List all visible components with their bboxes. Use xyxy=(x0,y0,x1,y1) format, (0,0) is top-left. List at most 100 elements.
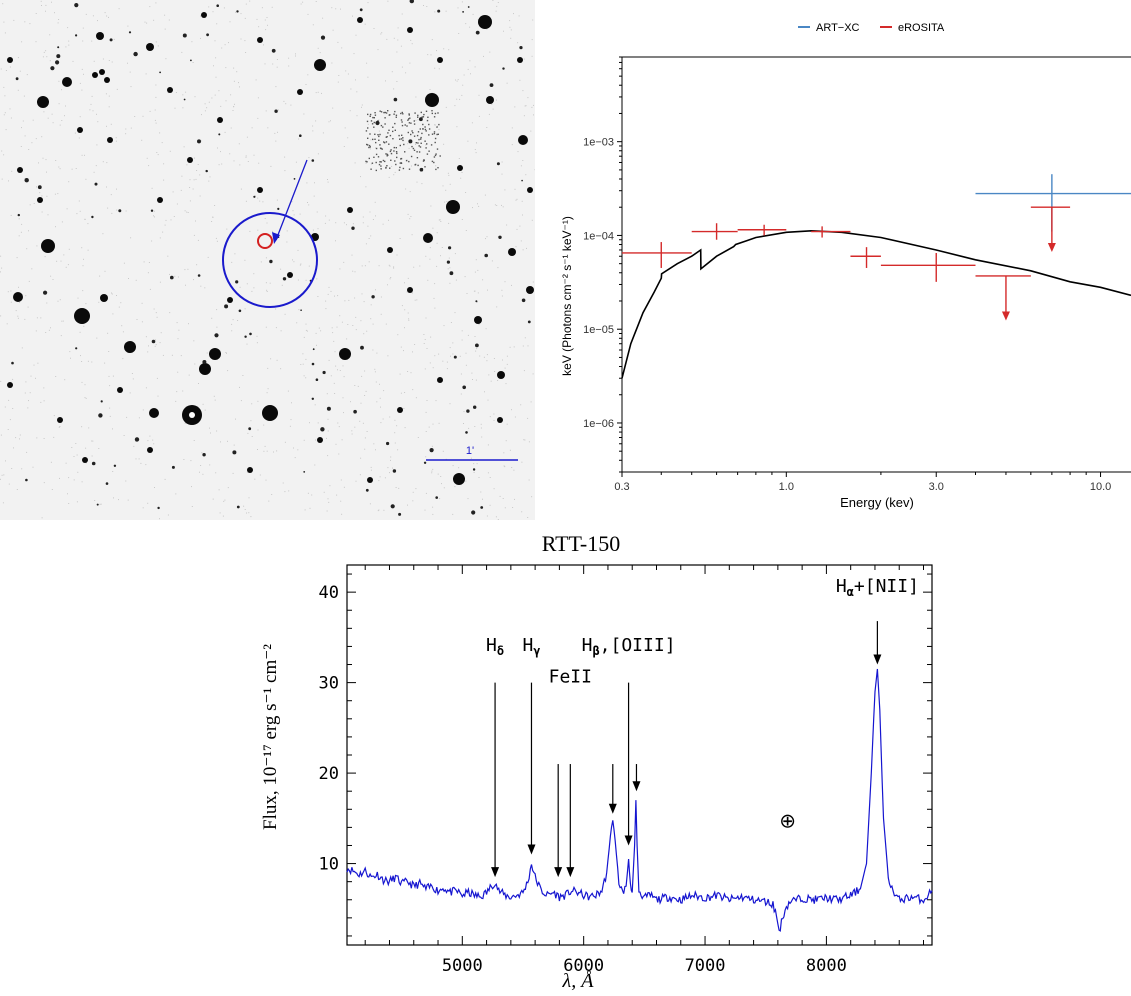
sky-noise-pixel xyxy=(87,249,89,251)
sky-noise-pixel xyxy=(11,170,13,172)
sky-noise-pixel xyxy=(21,347,23,349)
sky-artifact-pixel xyxy=(433,116,436,118)
sky-noise-pixel xyxy=(312,229,314,231)
sky-noise-pixel xyxy=(231,323,233,325)
faint-star xyxy=(484,253,489,258)
sky-noise-pixel xyxy=(227,370,229,372)
sky-noise-pixel xyxy=(509,449,511,451)
sky-artifact-pixel xyxy=(386,165,388,167)
sky-noise-pixel xyxy=(280,268,282,270)
sky-noise-pixel xyxy=(426,348,428,349)
sky-noise-pixel xyxy=(448,257,450,259)
sky-noise-pixel xyxy=(97,121,99,123)
sky-noise-pixel xyxy=(145,464,147,466)
sky-artifact-pixel xyxy=(373,156,375,158)
xray-model-curve xyxy=(621,229,1131,379)
sky-noise-pixel xyxy=(292,210,294,212)
sky-noise-pixel xyxy=(84,218,86,220)
sky-noise-pixel xyxy=(335,222,337,224)
faint-star xyxy=(527,320,531,324)
sky-noise-pixel xyxy=(35,330,37,332)
sky-artifact-pixel xyxy=(377,134,379,136)
sky-noise-pixel xyxy=(493,419,495,421)
sky-noise-pixel xyxy=(351,430,353,432)
sky-noise-pixel xyxy=(92,440,94,442)
sky-noise-pixel xyxy=(248,512,250,514)
sky-noise-pixel xyxy=(204,287,206,289)
sky-noise-pixel xyxy=(465,364,467,366)
sky-noise-pixel xyxy=(71,447,73,448)
sky-noise-pixel xyxy=(434,11,436,13)
sky-noise-pixel xyxy=(334,393,336,394)
sky-noise-pixel xyxy=(492,0,494,1)
sky-noise-pixel xyxy=(361,293,363,295)
sky-noise-pixel xyxy=(155,41,157,43)
sky-artifact-pixel xyxy=(413,149,416,151)
sky-noise-pixel xyxy=(486,360,488,362)
sky-noise-pixel xyxy=(434,124,435,126)
sky-noise-pixel xyxy=(0,255,2,257)
sky-artifact-pixel xyxy=(421,132,423,135)
sky-artifact-pixel xyxy=(412,147,415,150)
sky-noise-pixel xyxy=(81,381,83,383)
sky-noise-pixel xyxy=(216,309,218,311)
optical-line-arrow-head xyxy=(624,835,633,846)
faint-star xyxy=(303,471,306,473)
sky-noise-pixel xyxy=(396,51,398,53)
sky-noise-pixel xyxy=(357,385,359,387)
sky-noise-pixel xyxy=(285,103,287,105)
sky-noise-pixel xyxy=(487,289,488,291)
optical-x-tick-label: 8000 xyxy=(806,956,847,976)
sky-noise-pixel xyxy=(29,392,31,394)
sky-noise-pixel xyxy=(92,15,94,17)
sky-noise-pixel xyxy=(272,63,274,65)
optical-plot-frame xyxy=(346,564,933,946)
sky-noise-pixel xyxy=(218,90,220,92)
sky-noise-pixel xyxy=(164,14,166,16)
sky-noise-pixel xyxy=(121,325,123,327)
sky-noise-pixel xyxy=(316,211,318,213)
sky-noise-pixel xyxy=(130,237,132,239)
sky-noise-pixel xyxy=(432,468,434,470)
sky-noise-pixel xyxy=(375,289,376,291)
sky-artifact-pixel xyxy=(389,114,391,116)
sky-noise-pixel xyxy=(416,181,418,183)
sky-noise-pixel xyxy=(503,452,505,454)
star xyxy=(157,197,163,203)
sky-noise-pixel xyxy=(193,440,195,441)
sky-artifact-pixel xyxy=(431,160,434,163)
sky-noise-pixel xyxy=(98,301,100,303)
sky-artifact-pixel xyxy=(422,128,424,130)
sky-noise-pixel xyxy=(465,192,467,193)
sky-artifact-pixel xyxy=(392,130,394,133)
sky-noise-pixel xyxy=(365,186,367,188)
sky-noise-pixel xyxy=(434,124,436,126)
sky-artifact-pixel xyxy=(371,162,374,164)
sky-artifact-pixel xyxy=(416,134,419,137)
faint-star xyxy=(467,6,470,8)
faint-star xyxy=(190,59,192,62)
sky-noise-pixel xyxy=(370,304,372,306)
sky-noise-pixel xyxy=(264,63,266,65)
sky-noise-pixel xyxy=(491,103,493,105)
sky-artifact-pixel xyxy=(431,133,434,135)
sky-artifact-pixel xyxy=(417,114,419,117)
sky-noise-pixel xyxy=(21,41,23,43)
sky-noise-pixel xyxy=(511,409,512,411)
faint-star xyxy=(299,134,302,137)
sky-artifact-pixel xyxy=(373,117,375,119)
sky-noise-pixel xyxy=(511,127,513,129)
sky-artifact-pixel xyxy=(434,141,436,144)
sky-artifact-pixel xyxy=(433,161,435,164)
sky-noise-pixel xyxy=(177,276,179,278)
sky-noise-pixel xyxy=(532,373,534,375)
sky-artifact-pixel xyxy=(424,128,427,131)
sky-noise-pixel xyxy=(380,313,382,315)
sky-noise-pixel xyxy=(125,210,127,212)
sky-noise-pixel xyxy=(391,165,393,167)
sky-noise-pixel xyxy=(425,144,427,146)
sky-noise-pixel xyxy=(2,502,4,504)
sky-noise-pixel xyxy=(478,324,480,326)
sky-noise-pixel xyxy=(497,380,499,381)
